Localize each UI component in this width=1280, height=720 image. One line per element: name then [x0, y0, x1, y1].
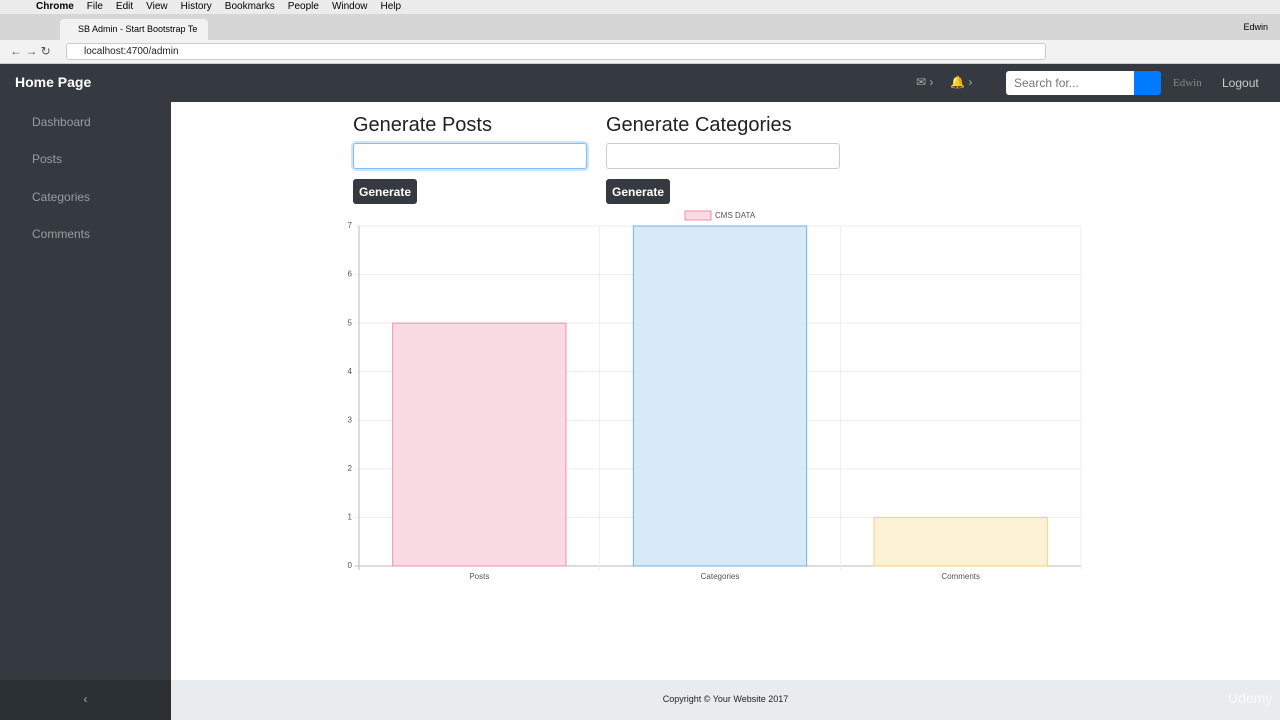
url-field[interactable]: localhost:4700/admin [66, 43, 1046, 60]
menu-item[interactable]: View [146, 1, 168, 12]
menu-item[interactable]: Window [331, 1, 368, 12]
menu-item[interactable]: History [180, 1, 212, 12]
bar [392, 322, 567, 567]
sidebar-link[interactable]: Categories [32, 189, 91, 204]
categories-input[interactable] [606, 143, 840, 169]
profile-name[interactable]: Edwin [1243, 22, 1268, 32]
form-title: Generate Categories [606, 114, 792, 136]
legend-swatch [684, 210, 712, 221]
chart: 0 1 2 3 4 5 6 7 CMS DATA Posts Categories Comments [348, 210, 1082, 581]
y-tick-label: 1 [348, 513, 353, 522]
posts-input[interactable] [353, 143, 587, 169]
alerts[interactable]: ✉ › 🔔 › [916, 75, 973, 89]
y-tick-label: 7 [348, 221, 353, 230]
menu-item[interactable]: File [86, 1, 103, 12]
bar [873, 516, 1048, 567]
form-title: Generate Posts [353, 114, 492, 136]
menu-item[interactable]: Bookmarks [224, 1, 275, 12]
sidebar-toggle[interactable]: ‹ [0, 680, 171, 720]
brand[interactable]: Home Page [15, 74, 92, 90]
footer: Copyright © Your Website 2017 [171, 680, 1280, 720]
y-tick-label: 6 [348, 270, 353, 279]
generate-button[interactable]: Generate [353, 179, 417, 204]
y-tick-label: 5 [348, 318, 353, 327]
menu-item[interactable]: Edit [115, 1, 134, 12]
y-tick-label: 3 [348, 415, 353, 424]
logout-link[interactable]: Logout [1222, 76, 1259, 90]
search-button[interactable] [1134, 71, 1161, 95]
tab-strip: SB Admin - Start Bootstrap Te Edwin [0, 14, 1280, 40]
sidebar-link[interactable]: Comments [32, 226, 91, 241]
user-link[interactable]: Edwin [1173, 77, 1202, 89]
x-tick-label: Categories [701, 572, 740, 581]
menu-item[interactable]: Chrome [36, 1, 74, 12]
x-tick-label: Posts [469, 572, 489, 581]
nav-buttons[interactable]: ← → ↻ [10, 44, 51, 58]
x-tick-label: Comments [941, 572, 980, 581]
address-bar: ← → ↻ localhost:4700/admin [0, 40, 1280, 64]
search-input[interactable]: Search for... [1006, 71, 1134, 95]
y-tick-label: 4 [348, 367, 353, 376]
menu-items: Chrome File Edit View History Bookmarks People… [36, 0, 414, 14]
y-tick-label: 2 [348, 464, 353, 473]
sidebar-link[interactable]: Posts [32, 152, 63, 167]
menu-item[interactable]: Help [380, 1, 402, 12]
menu-item[interactable]: People [287, 1, 319, 12]
sidebar: ‹ Dashboard Posts Categories Comments [0, 102, 171, 720]
watermark: Udemy [1228, 690, 1273, 706]
bar [632, 225, 808, 567]
navbar: Home Page ✉ › 🔔 › Search for... Edwin Lo… [0, 64, 1280, 102]
menubar: Chrome File Edit View History Bookmarks People… [0, 0, 1280, 14]
sidebar-link[interactable]: Dashboard [32, 115, 91, 129]
y-tick-label: 0 [348, 561, 353, 570]
browser-tab[interactable]: SB Admin - Start Bootstrap Te [60, 19, 208, 40]
legend-label: CMS DATA [715, 211, 756, 220]
generate-button[interactable]: Generate [606, 179, 670, 204]
